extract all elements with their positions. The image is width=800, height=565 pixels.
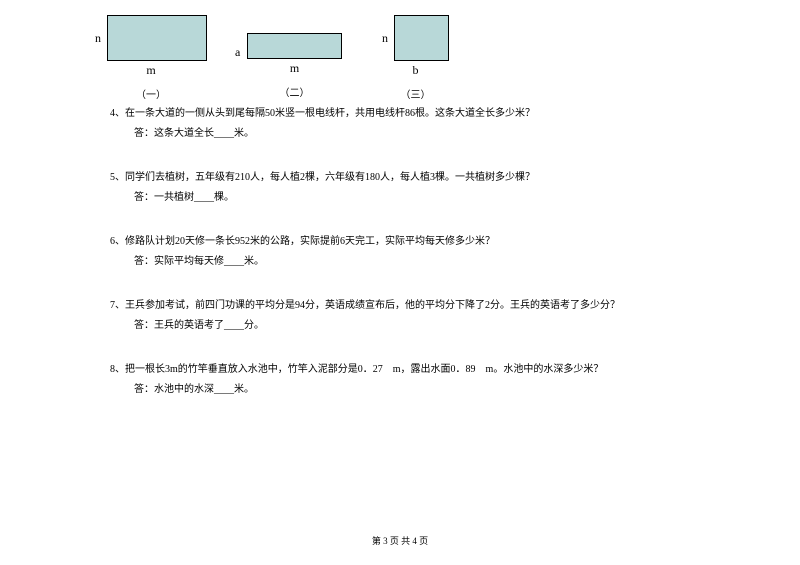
rect-2-container <box>247 33 342 59</box>
answer-4: 答：这条大道全长____米。 <box>110 126 690 142</box>
question-6: 6、修路队计划20天修一条长952米的公路，实际提前6天完工，实际平均每天修多少… <box>110 234 690 270</box>
label-a-2: a <box>235 45 240 60</box>
answer-5: 答：一共植树____棵。 <box>110 190 690 206</box>
question-6-text: 6、修路队计划20天修一条长952米的公路，实际提前6天完工，实际平均每天修多少… <box>110 234 690 250</box>
question-8-text: 8、把一根长3m的竹竿垂直放入水池中，竹竿入泥部分是0．27 m，露出水面0．8… <box>110 362 690 378</box>
question-5: 5、同学们去植树，五年级有210人，每人植2棵，六年级有180人，每人植3棵。一… <box>110 170 690 206</box>
label-n-1: n <box>95 31 107 46</box>
rect-3 <box>394 15 449 61</box>
diagram-1: n m （一） <box>95 15 207 101</box>
page-footer: 第 3 页 共 4 页 <box>0 534 800 547</box>
diagrams-row: n m （一） a m （二） n b （三） <box>0 15 800 101</box>
rect-1 <box>107 15 207 61</box>
question-7-text: 7、王兵参加考试，前四门功课的平均分是94分，英语成绩宣布后，他的平均分下降了2… <box>110 298 690 314</box>
rect-2 <box>247 33 342 59</box>
content-area: 4、在一条大道的一侧从头到尾每隔50米竖一根电线杆，共用电线杆86根。这条大道全… <box>0 106 800 398</box>
rect-1-container: n <box>95 15 207 61</box>
label-m-1: m <box>146 63 155 78</box>
diagram-2: a m （二） <box>247 33 342 101</box>
question-5-text: 5、同学们去植树，五年级有210人，每人植2棵，六年级有180人，每人植3棵。一… <box>110 170 690 186</box>
diagram-3: n b （三） <box>382 15 449 101</box>
answer-6: 答：实际平均每天修____米。 <box>110 254 690 270</box>
rect-3-container: n <box>382 15 449 61</box>
question-4: 4、在一条大道的一侧从头到尾每隔50米竖一根电线杆，共用电线杆86根。这条大道全… <box>110 106 690 142</box>
question-7: 7、王兵参加考试，前四门功课的平均分是94分，英语成绩宣布后，他的平均分下降了2… <box>110 298 690 334</box>
question-8: 8、把一根长3m的竹竿垂直放入水池中，竹竿入泥部分是0．27 m，露出水面0．8… <box>110 362 690 398</box>
question-4-text: 4、在一条大道的一侧从头到尾每隔50米竖一根电线杆，共用电线杆86根。这条大道全… <box>110 106 690 122</box>
label-m-2: m <box>290 61 299 76</box>
answer-8: 答：水池中的水深____米。 <box>110 382 690 398</box>
answer-7: 答：王兵的英语考了____分。 <box>110 318 690 334</box>
caption-1: （一） <box>136 86 166 101</box>
caption-2: （二） <box>280 84 310 99</box>
label-b-3: b <box>413 63 419 78</box>
label-n-3: n <box>382 31 394 46</box>
caption-3: （三） <box>401 86 431 101</box>
